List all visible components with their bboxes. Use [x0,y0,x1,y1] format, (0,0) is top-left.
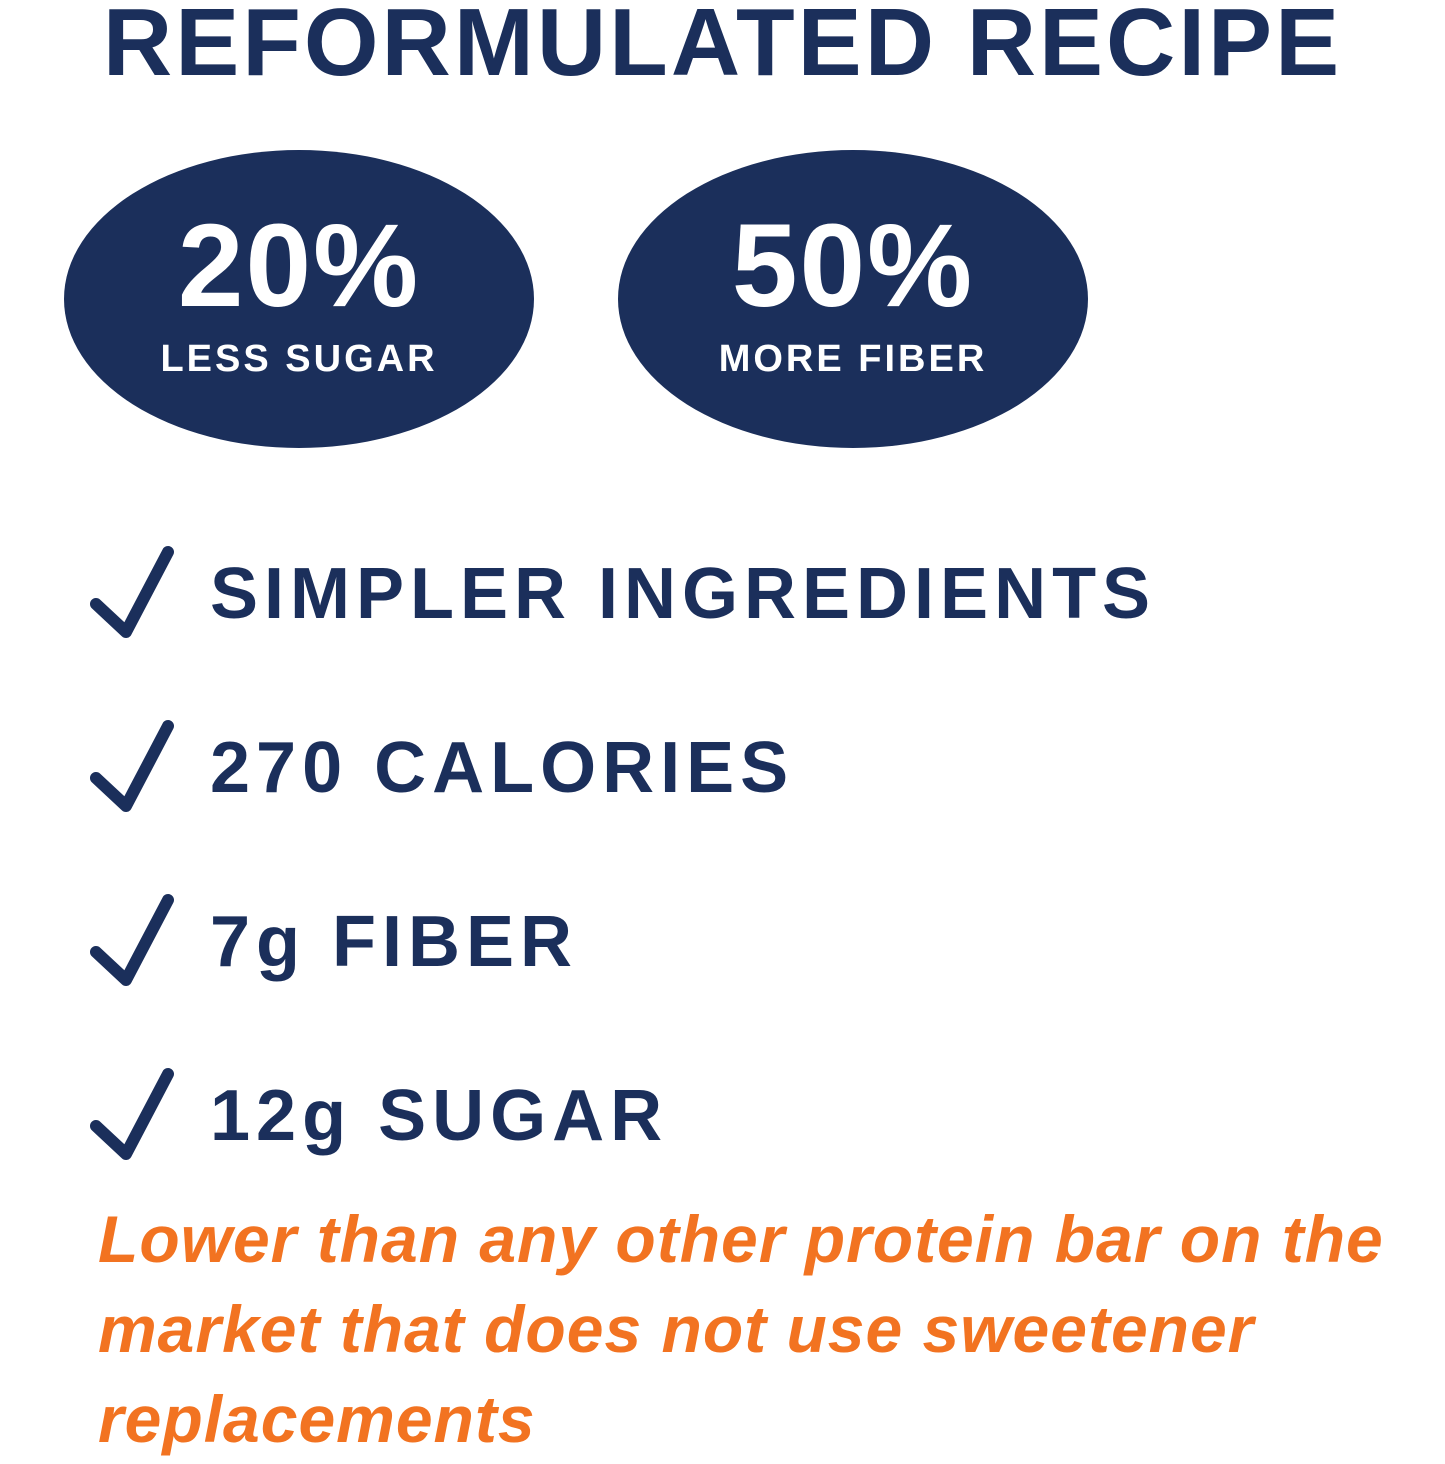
badge-less-sugar: 20% LESS SUGAR [64,150,534,448]
benefit-label: 7g FIBER [210,902,579,982]
footnote: Lower than any other protein bar on the … [98,1202,1384,1456]
check-icon [90,720,174,812]
badge-percent: 20% [177,200,421,332]
check-icon [90,894,174,986]
headline: REFORMULATED RECIPE [102,0,1343,96]
benefit-item: 7g FIBER [88,892,578,992]
benefit-label: 270 CALORIES [210,728,795,808]
badge-caption: MORE FIBER [718,338,988,380]
benefit-label: 12g SUGAR [210,1076,669,1156]
badge-caption: LESS SUGAR [160,338,438,380]
benefit-label: SIMPLER INGREDIENTS [210,554,1157,634]
check-icon [90,546,174,638]
badge-more-fiber: 50% MORE FIBER [618,150,1088,448]
benefit-item: 270 CALORIES [88,718,794,818]
check-icon [90,1068,174,1160]
badge-percent: 50% [731,200,975,332]
benefit-item: SIMPLER INGREDIENTS [88,544,1156,644]
benefit-item: 12g SUGAR [88,1066,668,1166]
